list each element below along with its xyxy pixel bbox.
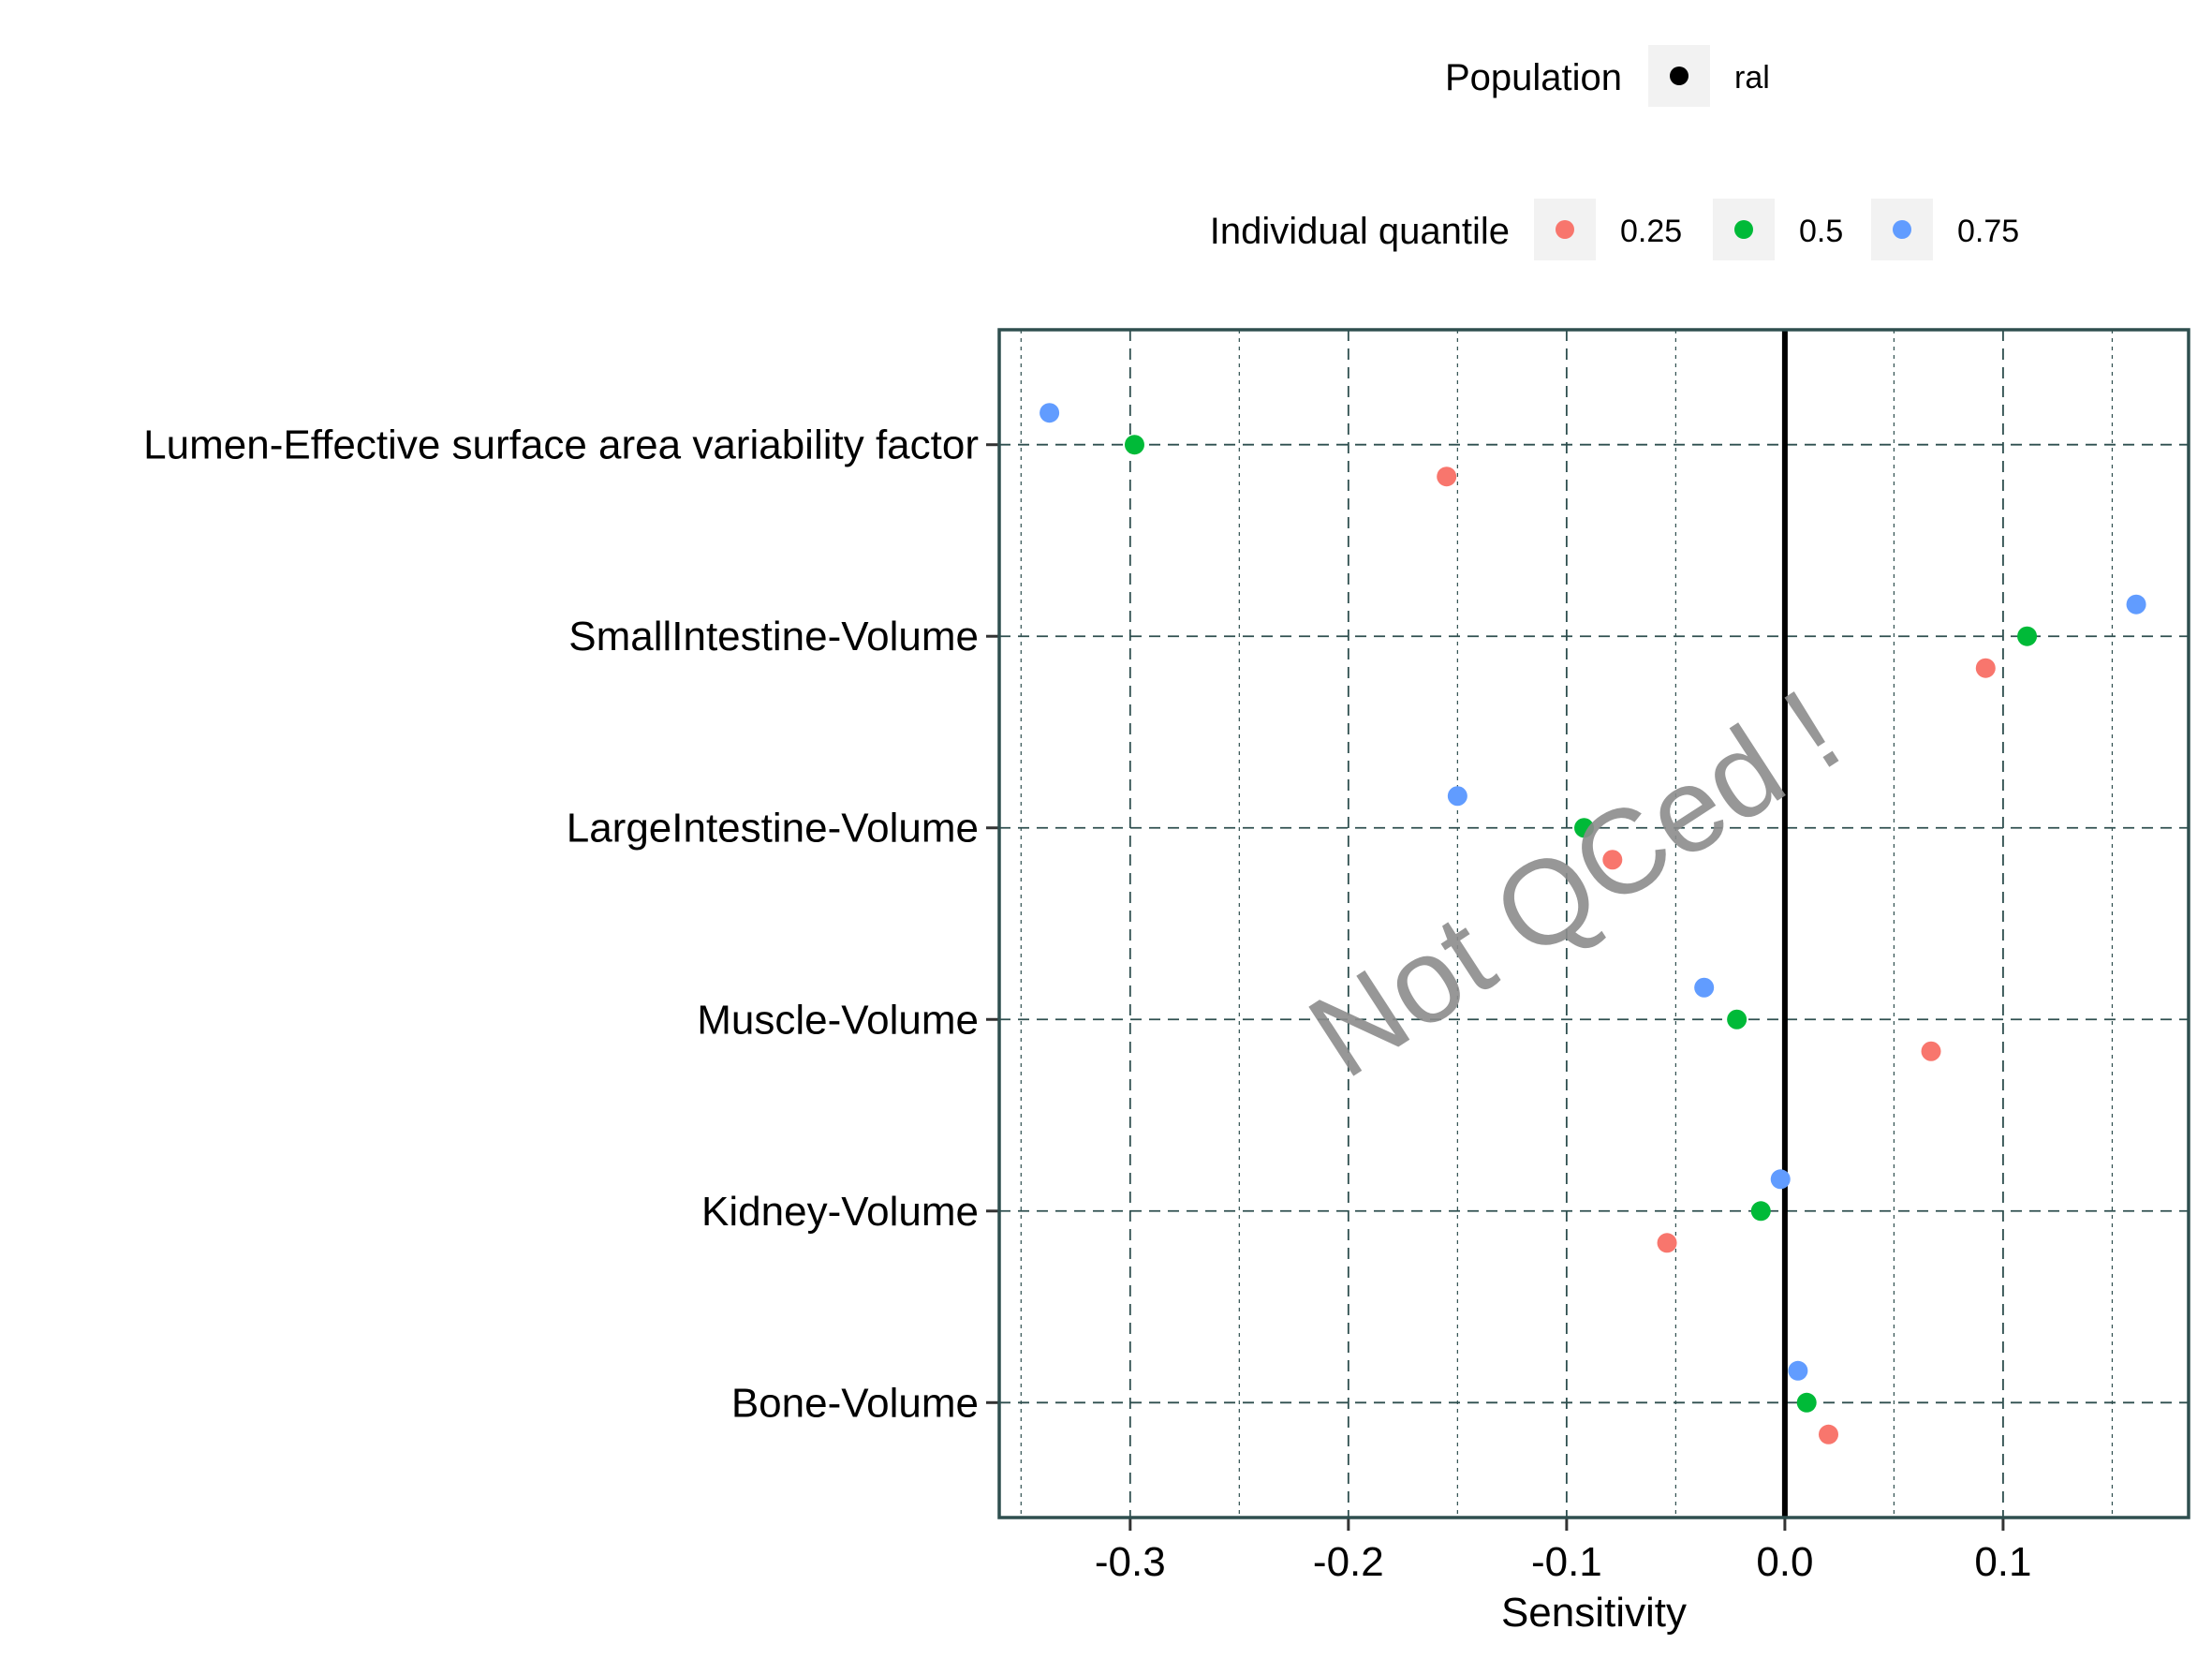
x-tick-label-3: 0.0 <box>1756 1539 1813 1585</box>
y-axis-labels: Lumen-Effective surface area variability… <box>143 422 999 1426</box>
y-tick-label-2: LargeIntestine-Volume <box>567 806 979 852</box>
point-q0.5-3 <box>1727 1009 1747 1029</box>
legend-quantile-dot-0 <box>1556 220 1574 239</box>
x-axis-title: Sensitivity <box>1501 1590 1687 1636</box>
data-points <box>1040 403 2146 1444</box>
point-q0.25-1 <box>1975 658 1996 678</box>
x-tick-label-4: 0.1 <box>1974 1539 2031 1585</box>
grid <box>999 330 2189 1518</box>
legend-quantile-label-2: 0.75 <box>1957 214 2019 249</box>
x-axis-ticks: -0.3 -0.2 -0.1 0.0 0.1 <box>1095 1518 2032 1585</box>
point-q0.75-0 <box>1040 403 1060 423</box>
x-tick-label-2: -0.1 <box>1531 1539 1602 1585</box>
point-q0.5-4 <box>1750 1201 1771 1222</box>
point-q0.25-4 <box>1657 1233 1677 1253</box>
point-q0.5-5 <box>1796 1392 1817 1413</box>
legend: Population ral Individual quantile 0.25 … <box>1210 45 2019 260</box>
legend-quantile-label-1: 0.5 <box>1799 214 1843 249</box>
y-tick-label-3: Muscle-Volume <box>697 997 979 1043</box>
point-q0.75-4 <box>1770 1169 1791 1190</box>
y-tick-label-4: Kidney-Volume <box>701 1189 979 1235</box>
legend-quantile-dot-1 <box>1734 220 1753 239</box>
legend-population-dot <box>1670 67 1688 85</box>
legend-quantile-dot-2 <box>1893 220 1911 239</box>
watermark: Not QCed ! <box>1287 664 1863 1104</box>
point-q0.5-2 <box>1574 818 1595 838</box>
point-q0.75-1 <box>2126 594 2146 615</box>
point-q0.75-2 <box>1447 786 1467 807</box>
point-q0.25-3 <box>1921 1041 1941 1061</box>
point-q0.25-5 <box>1819 1424 1839 1444</box>
legend-population-label: ral <box>1734 60 1770 96</box>
point-q0.25-2 <box>1602 850 1623 870</box>
point-q0.5-0 <box>1124 435 1144 455</box>
plot-border <box>997 328 2190 1519</box>
x-tick-label-0: -0.3 <box>1095 1539 1166 1585</box>
point-q0.75-3 <box>1694 977 1715 998</box>
point-q0.5-1 <box>2017 626 2038 646</box>
legend-population-title: Population <box>1445 57 1622 98</box>
point-q0.75-5 <box>1788 1360 1808 1381</box>
y-tick-label-1: SmallIntestine-Volume <box>568 614 979 659</box>
y-tick-label-0: Lumen-Effective surface area variability… <box>143 422 979 468</box>
legend-quantile-label-0: 0.25 <box>1620 214 1682 249</box>
y-tick-label-5: Bone-Volume <box>731 1380 979 1426</box>
x-tick-label-1: -0.2 <box>1313 1539 1384 1585</box>
legend-quantile-title: Individual quantile <box>1210 211 1510 252</box>
point-q0.25-0 <box>1437 467 1457 487</box>
